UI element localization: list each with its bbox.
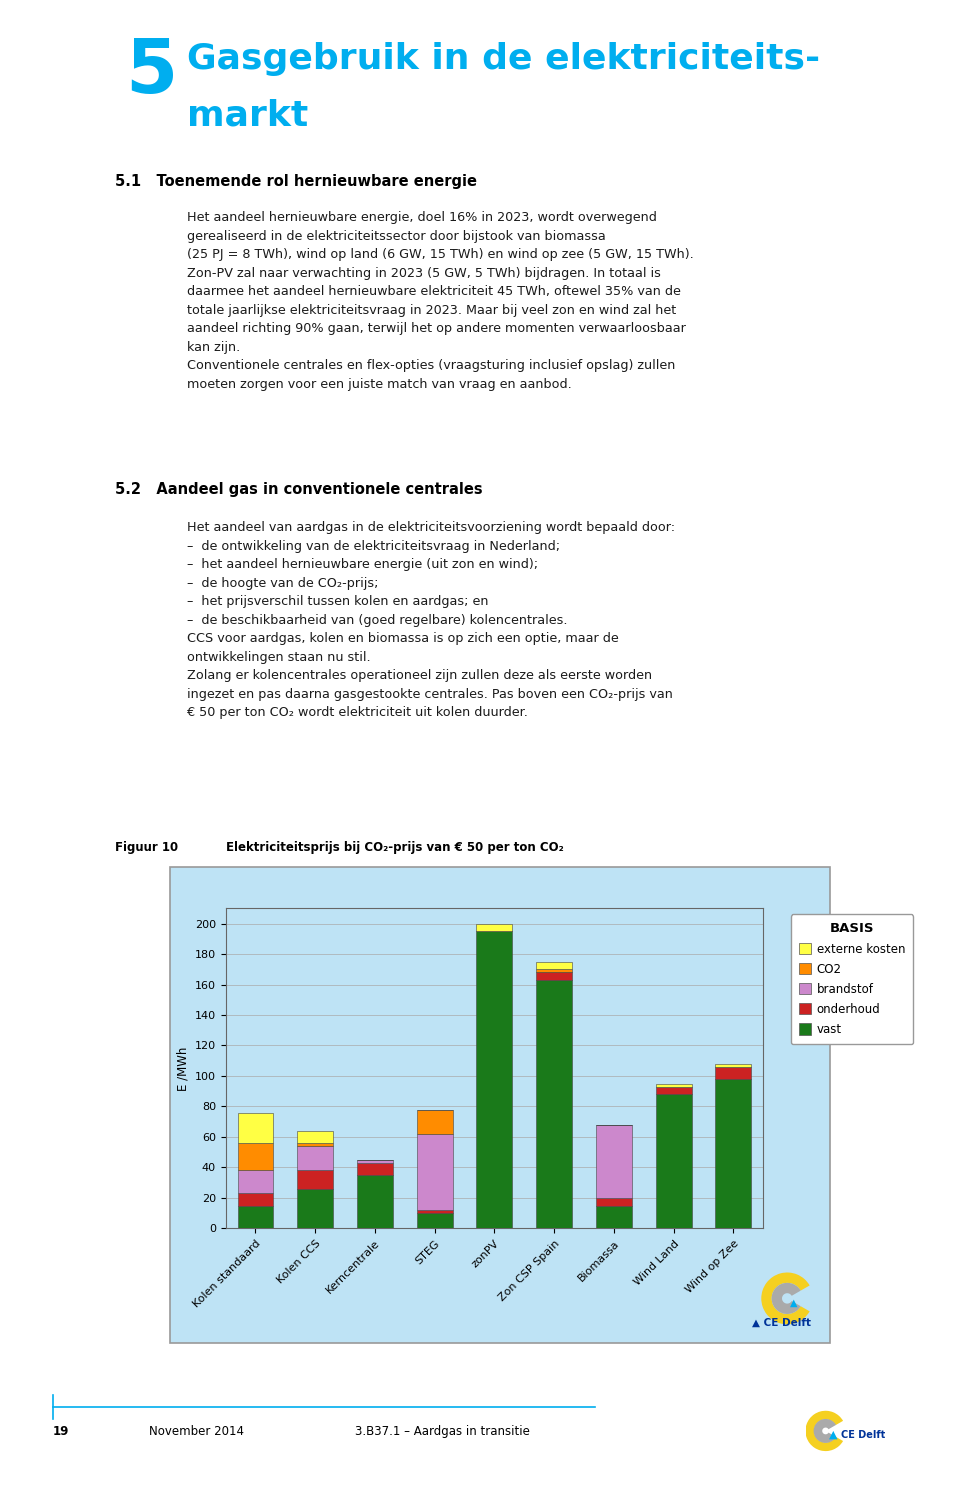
- Bar: [357, 1160, 393, 1163]
- Bar: [237, 1144, 274, 1170]
- Text: ▲ CE Delft: ▲ CE Delft: [753, 1318, 811, 1328]
- Text: 19: 19: [53, 1425, 69, 1438]
- Text: Het aandeel hernieuwbare energie, doel 16% in 2023, wordt overwegend
gerealiseer: Het aandeel hernieuwbare energie, doel 1…: [187, 211, 694, 392]
- Text: Elektriciteitsprijs bij CO₂-prijs van € 50 per ton CO₂: Elektriciteitsprijs bij CO₂-prijs van € …: [226, 841, 564, 855]
- Text: 3.B37.1 – Aardgas in transitie: 3.B37.1 – Aardgas in transitie: [355, 1425, 530, 1438]
- Bar: [417, 1135, 452, 1211]
- Bar: [237, 1206, 274, 1228]
- Legend: externe kosten, CO2, brandstof, onderhoud, vast: externe kosten, CO2, brandstof, onderhou…: [791, 914, 913, 1044]
- Text: CE Delft: CE Delft: [841, 1429, 885, 1440]
- Bar: [417, 1211, 452, 1214]
- Bar: [596, 1199, 632, 1206]
- Bar: [596, 1206, 632, 1228]
- Text: 5: 5: [125, 36, 177, 109]
- Text: 5.2   Aandeel gas in conventionele centrales: 5.2 Aandeel gas in conventionele central…: [115, 482, 483, 497]
- Wedge shape: [761, 1273, 809, 1324]
- Bar: [357, 1163, 393, 1175]
- Text: November 2014: November 2014: [149, 1425, 244, 1438]
- Bar: [417, 1214, 452, 1228]
- Wedge shape: [805, 1410, 843, 1452]
- Bar: [476, 931, 513, 1228]
- Bar: [298, 1130, 333, 1144]
- Bar: [656, 1084, 691, 1087]
- Text: ▲: ▲: [828, 1429, 837, 1440]
- Wedge shape: [814, 1419, 836, 1443]
- Bar: [537, 962, 572, 969]
- Wedge shape: [772, 1284, 801, 1313]
- Y-axis label: E /MWh: E /MWh: [177, 1047, 189, 1090]
- Bar: [476, 923, 513, 931]
- Text: Gasgebruik in de elektriciteits-: Gasgebruik in de elektriciteits-: [187, 42, 821, 76]
- Bar: [237, 1193, 274, 1206]
- Bar: [298, 1147, 333, 1170]
- Text: ▲: ▲: [790, 1298, 798, 1307]
- Bar: [715, 1063, 752, 1066]
- Text: Het aandeel van aardgas in de elektriciteitsvoorziening wordt bepaald door:
–  d: Het aandeel van aardgas in de elektricit…: [187, 521, 675, 719]
- Bar: [298, 1188, 333, 1228]
- Bar: [715, 1080, 752, 1228]
- Bar: [537, 980, 572, 1228]
- Bar: [237, 1112, 274, 1144]
- Bar: [656, 1094, 691, 1228]
- Text: Figuur 10: Figuur 10: [115, 841, 179, 855]
- Bar: [237, 1170, 274, 1193]
- Bar: [537, 972, 572, 980]
- Bar: [298, 1144, 333, 1147]
- Bar: [537, 969, 572, 972]
- Bar: [656, 1087, 691, 1094]
- Bar: [417, 1109, 452, 1135]
- Text: markt: markt: [187, 98, 308, 133]
- Bar: [298, 1170, 333, 1188]
- Bar: [357, 1175, 393, 1228]
- Bar: [715, 1066, 752, 1080]
- Text: 5.1   Toenemende rol hernieuwbare energie: 5.1 Toenemende rol hernieuwbare energie: [115, 174, 477, 189]
- Bar: [596, 1124, 632, 1199]
